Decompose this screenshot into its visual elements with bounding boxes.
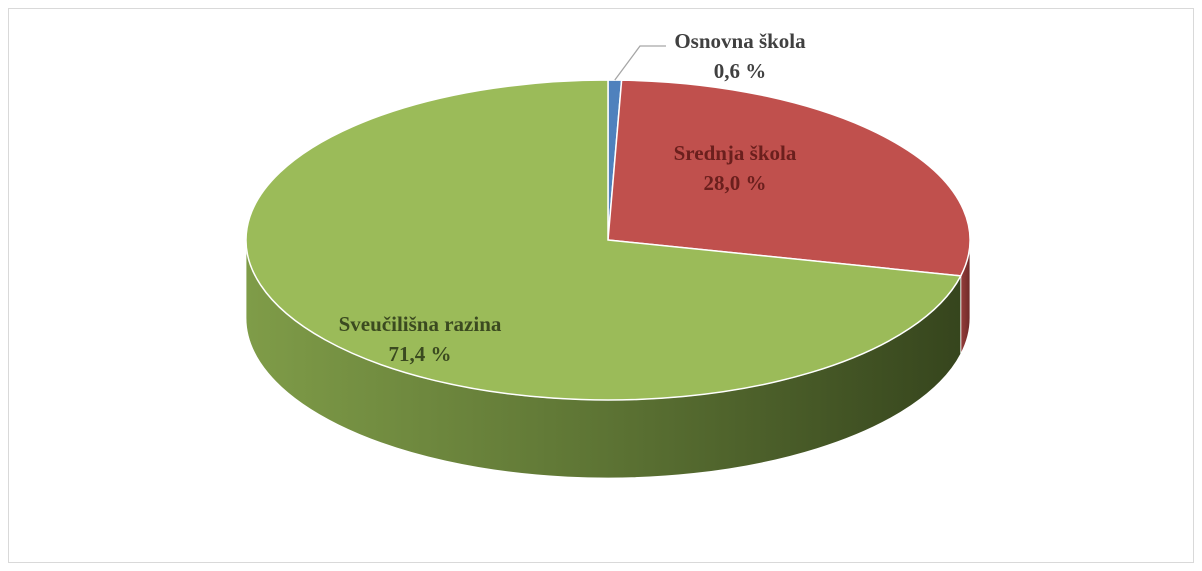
data-label-name: Srednja škola xyxy=(674,141,797,165)
pie-slice xyxy=(245,79,962,401)
data-label-value: 71,4 % xyxy=(389,342,452,366)
data-label-value: 28,0 % xyxy=(704,171,767,195)
pie-slice xyxy=(607,79,971,277)
data-label-value: 0,6 % xyxy=(714,59,767,83)
leader-line xyxy=(614,45,666,81)
data-label-name: Osnovna škola xyxy=(674,29,806,53)
data-label-name: Sveučilišna razina xyxy=(339,312,502,336)
chart-frame xyxy=(8,8,1194,563)
